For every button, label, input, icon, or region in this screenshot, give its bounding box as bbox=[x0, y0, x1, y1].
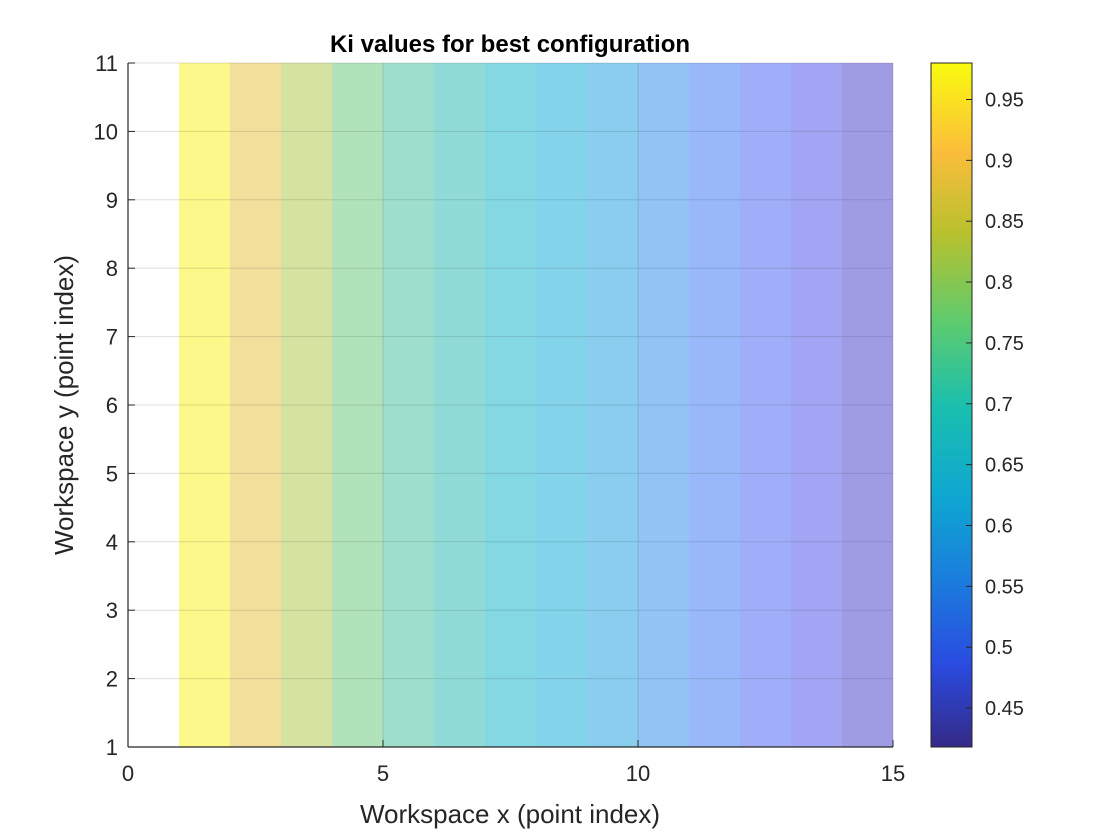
y-tick-label: 10 bbox=[94, 119, 118, 144]
y-tick-label: 9 bbox=[106, 188, 118, 213]
colorbar-tick-label: 0.45 bbox=[985, 698, 1024, 720]
x-tick-label: 15 bbox=[881, 761, 905, 786]
x-tick-label: 0 bbox=[122, 761, 134, 786]
colorbar-tick-label: 0.6 bbox=[985, 515, 1013, 537]
y-tick-label: 4 bbox=[106, 530, 118, 555]
y-axis-label: Workspace y (point index) bbox=[49, 255, 79, 555]
colorbar-tick-label: 0.95 bbox=[985, 90, 1024, 112]
heatmap-cell bbox=[638, 63, 689, 747]
x-tick-label: 10 bbox=[626, 761, 650, 786]
colorbar-tick-label: 0.75 bbox=[985, 333, 1024, 355]
heatmap-cell bbox=[179, 63, 230, 747]
plot-area: 0 5 10 15 1 2 3 4 5 6 7 8 9 10 11 bbox=[94, 51, 906, 786]
heatmap-cell bbox=[842, 63, 893, 747]
colorbar-tick-label: 0.5 bbox=[985, 637, 1013, 659]
heatmap-cells bbox=[179, 63, 893, 747]
y-tick-label: 3 bbox=[106, 598, 118, 623]
y-tick-label: 2 bbox=[106, 667, 118, 692]
heatmap-cell bbox=[689, 63, 740, 747]
y-axis-ticks: 1 2 3 4 5 6 7 8 9 10 11 bbox=[94, 51, 135, 760]
y-tick-label: 11 bbox=[95, 51, 118, 76]
colorbar-tick-label: 0.85 bbox=[985, 211, 1024, 233]
colorbar-tick-label: 0.7 bbox=[985, 394, 1013, 416]
colorbar-tick-label: 0.9 bbox=[985, 150, 1013, 172]
colorbar-tick-label: 0.8 bbox=[985, 272, 1013, 294]
x-axis-label: Workspace x (point index) bbox=[360, 799, 660, 829]
y-tick-label: 5 bbox=[106, 461, 118, 486]
y-tick-label: 8 bbox=[106, 256, 118, 281]
heatmap-cell bbox=[791, 63, 842, 747]
y-tick-label: 1 bbox=[106, 735, 118, 760]
heatmap-cell bbox=[332, 63, 383, 747]
colorbar-tick-label: 0.65 bbox=[985, 455, 1024, 477]
heatmap-cell bbox=[740, 63, 791, 747]
colorbar-ticks: 0.45 0.5 0.55 0.6 0.65 0.7 0.75 0.8 0.85 0.9 0.95 bbox=[966, 90, 1024, 720]
colorbar-gradient bbox=[930, 62, 973, 748]
x-axis-ticks: 0 5 10 15 bbox=[122, 740, 905, 786]
y-tick-label: 6 bbox=[106, 393, 118, 418]
heatmap-cell bbox=[434, 63, 485, 747]
chart-title: Ki values for best configuration bbox=[330, 31, 690, 58]
grid-lines bbox=[127, 62, 894, 748]
heatmap-cell bbox=[230, 63, 281, 747]
heatmap-cell bbox=[485, 63, 536, 747]
y-tick-label: 7 bbox=[106, 325, 118, 350]
colorbar: 0.45 0.5 0.55 0.6 0.65 0.7 0.75 0.8 0.85 0.9 0.95 bbox=[930, 62, 1024, 748]
colorbar-tick-label: 0.55 bbox=[985, 576, 1024, 598]
heatmap-cell bbox=[587, 63, 638, 747]
heatmap-cell bbox=[281, 63, 332, 747]
heatmap-cell bbox=[383, 63, 434, 747]
x-tick-label: 5 bbox=[377, 761, 389, 786]
heatmap-cell bbox=[536, 63, 587, 747]
